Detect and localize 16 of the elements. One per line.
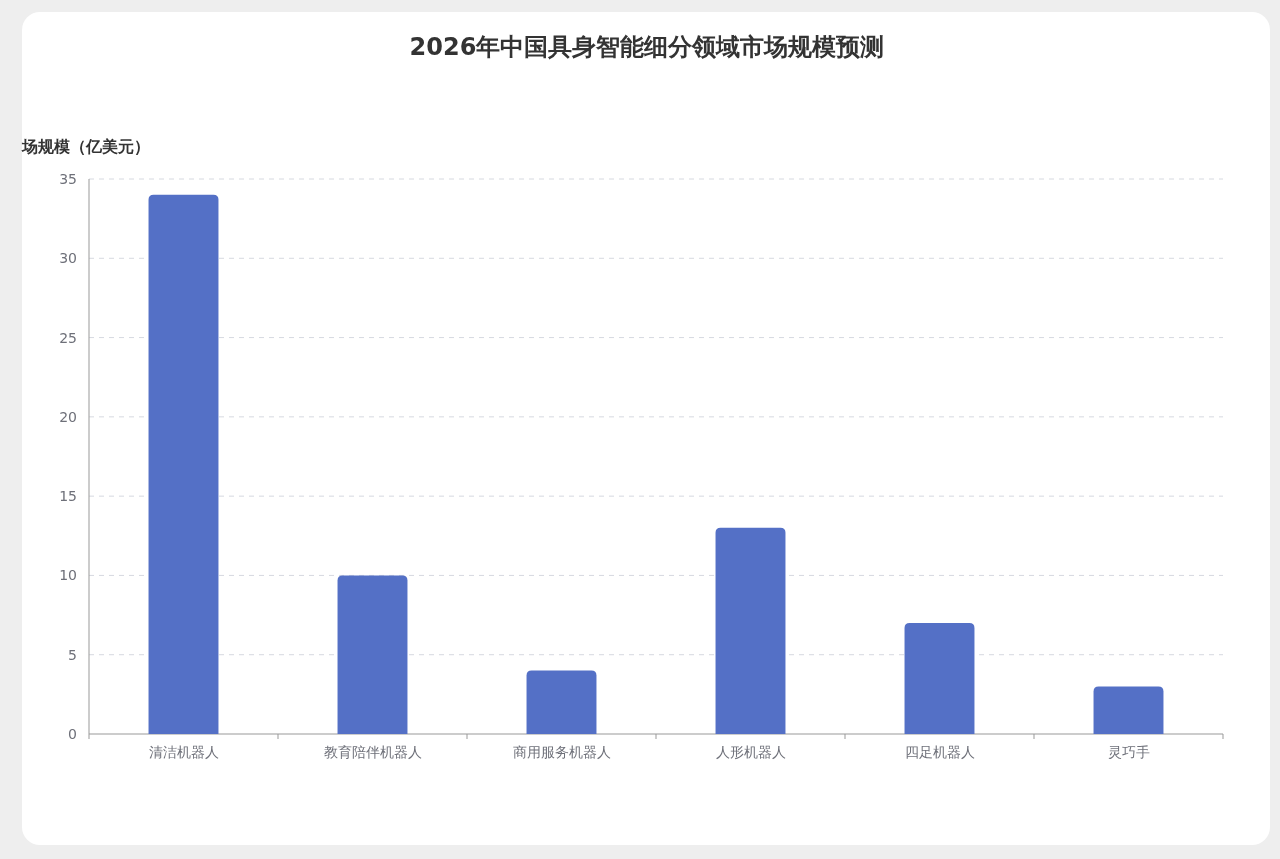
- ytick: 5: [68, 646, 77, 663]
- ytick: 35: [59, 171, 77, 187]
- ytick: 30: [59, 250, 77, 267]
- xtick: 教育陪伴机器人: [323, 744, 422, 760]
- ylabel: 场规模（亿美元）: [22, 137, 150, 156]
- xtick: 商用服务机器人: [512, 744, 611, 760]
- ytick: 15: [59, 488, 77, 505]
- xtick: 灵巧手: [1107, 744, 1150, 760]
- xtick: 四足机器人: [904, 744, 975, 760]
- xtick: 人形机器人: [715, 744, 786, 760]
- ytick: 25: [59, 329, 77, 346]
- xtick: 清洁机器人: [148, 744, 219, 760]
- ytick: 0: [68, 726, 77, 742]
- ytick: 20: [59, 408, 77, 425]
- ytick: 10: [59, 567, 77, 584]
- title: 2026年中国具身智能细分领域市场规模预测: [409, 33, 885, 61]
